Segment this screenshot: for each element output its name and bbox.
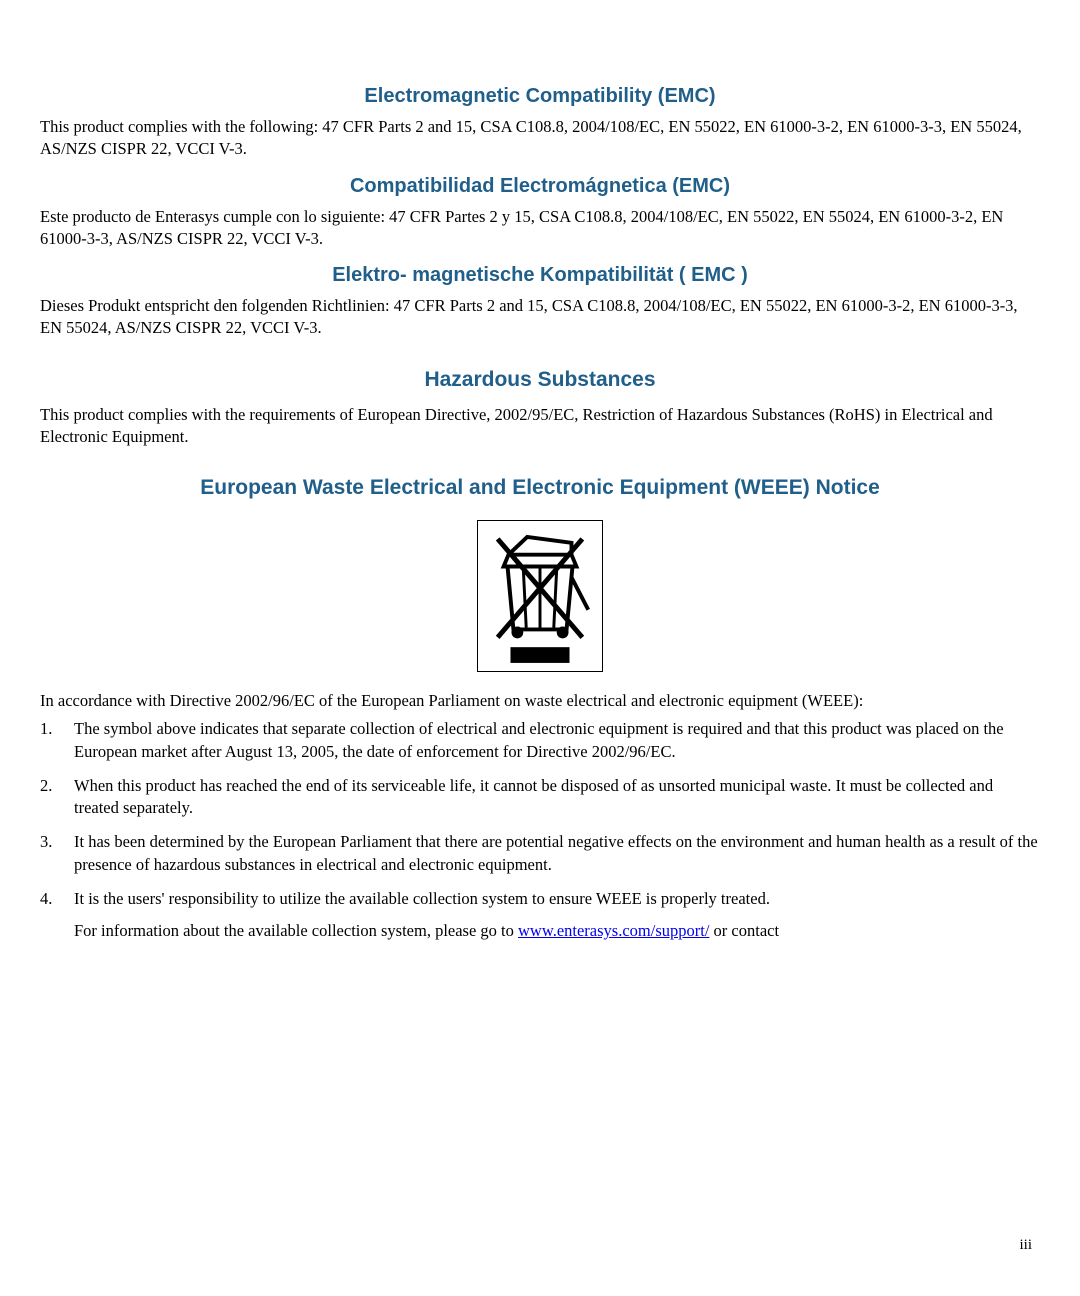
hazardous-body: This product complies with the requireme… [40,404,1040,449]
weee-item-4-prefix: For information about the available coll… [74,921,518,940]
emc-es-heading: Compatibilidad Electromágnetica (EMC) [40,175,1040,198]
weee-heading: European Waste Electrical and Electronic… [40,476,1040,500]
hazardous-heading: Hazardous Substances [40,368,1040,392]
emc-de-body: Dieses Produkt entspricht den folgenden … [40,295,1040,340]
support-link[interactable]: www.enterasys.com/support/ [518,921,709,940]
hazardous-section: Hazardous Substances This product compli… [40,368,1040,449]
emc-es-body: Este producto de Enterasys cumple con lo… [40,206,1040,251]
weee-item-1: The symbol above indicates that separate… [40,718,1040,763]
emc-en-section: Electromagnetic Compatibility (EMC) This… [40,85,1040,161]
emc-de-heading: Elektro- magnetische Kompatibilität ( EM… [40,264,1040,287]
emc-en-heading: Electromagnetic Compatibility (EMC) [40,85,1040,108]
emc-en-body: This product complies with the following… [40,116,1040,161]
weee-item-4-sub: For information about the available coll… [74,920,1040,942]
emc-es-section: Compatibilidad Electromágnetica (EMC) Es… [40,175,1040,251]
weee-section: European Waste Electrical and Electronic… [40,476,1040,942]
weee-item-4-text: It is the users' responsibility to utili… [74,889,770,908]
emc-de-section: Elektro- magnetische Kompatibilität ( EM… [40,264,1040,340]
weee-item-3: It has been determined by the European P… [40,831,1040,876]
weee-item-4: It is the users' responsibility to utili… [40,888,1040,943]
weee-item-2: When this product has reached the end of… [40,775,1040,820]
weee-intro: In accordance with Directive 2002/96/EC … [40,690,1040,712]
page-number: iii [1019,1237,1032,1254]
weee-bin-icon [477,520,603,672]
weee-item-4-suffix: or contact [709,921,779,940]
weee-symbol-container [40,520,1040,672]
weee-list: The symbol above indicates that separate… [40,718,1040,942]
